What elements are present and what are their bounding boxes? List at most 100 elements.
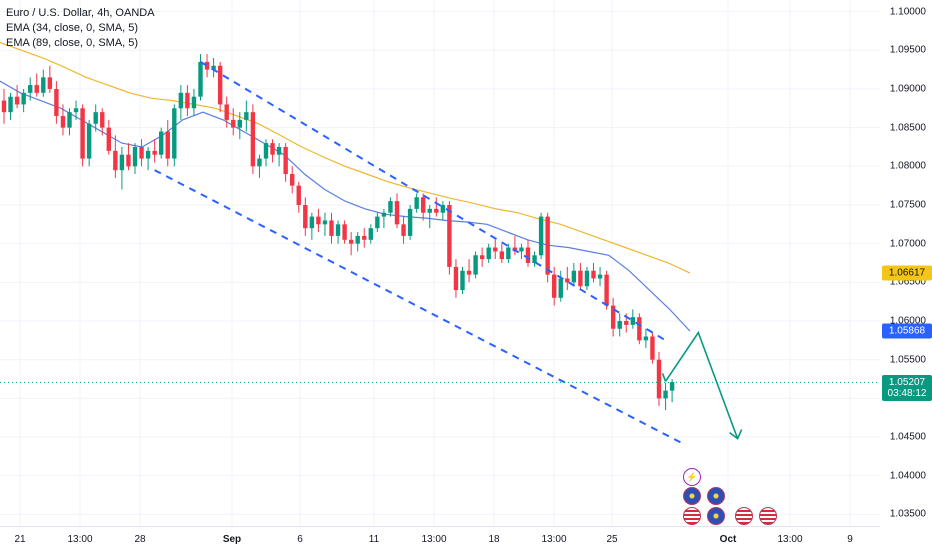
candle-body (486, 247, 491, 260)
candle-body (394, 201, 400, 225)
candle-body (80, 108, 85, 159)
us-flag-icon[interactable] (759, 507, 777, 525)
time-label: 13:00 (421, 534, 447, 545)
candle-body (525, 247, 531, 263)
candle-body (191, 96, 197, 109)
price-axis[interactable]: 1.10000 1.09500 1.09000 1.08500 1.08000 1.075… (880, 0, 932, 526)
candle-body (643, 336, 649, 341)
candle-body (591, 270, 596, 279)
eu-flag-icon[interactable] (707, 487, 725, 505)
price-label: 1.03500 (889, 508, 926, 520)
last-price-tag-value: 1.05207 (888, 377, 926, 389)
time-label: Sep (222, 534, 242, 545)
candle-body (93, 112, 98, 124)
candle-body (650, 336, 655, 360)
candle-body (427, 208, 432, 213)
candle-body (86, 123, 92, 159)
us-flag-icon[interactable] (683, 507, 701, 525)
candle-body (440, 204, 446, 213)
candle-body (178, 92, 184, 109)
candle-body (473, 255, 478, 275)
candle-body (159, 131, 164, 155)
candle-body (368, 228, 373, 240)
candle-body (211, 65, 216, 70)
candle-body (47, 77, 53, 89)
price-label: 1.09500 (889, 44, 926, 56)
candle-body (73, 108, 79, 113)
chart-legend: Euro / U.S. Dollar, 4h, OANDA EMA (34, c… (6, 6, 155, 51)
price-chart[interactable] (0, 0, 880, 526)
channel-lower-line (154, 169, 686, 446)
candle-body (493, 247, 498, 252)
candle-body (552, 274, 557, 298)
candle-body (545, 216, 550, 275)
candle-body (172, 108, 177, 159)
ema34-price-tag-value: 1.05868 (888, 325, 926, 337)
candle-body (14, 96, 20, 105)
candle-body (532, 255, 537, 263)
candle-body (204, 61, 210, 70)
candle-body (244, 112, 249, 120)
candle-body (1, 100, 7, 113)
ema34-legend[interactable]: EMA (34, close, 0, SMA, 5) (6, 22, 139, 34)
price-label: 1.08000 (889, 160, 926, 172)
candle-body (348, 239, 354, 244)
price-label: 1.05500 (889, 354, 926, 366)
candle-body (407, 208, 413, 236)
candle-body (224, 104, 229, 120)
candle-body (335, 224, 341, 236)
price-label: 1.09000 (889, 83, 926, 95)
candle-body (67, 112, 72, 128)
candle-body (283, 146, 288, 175)
time-axis[interactable]: 21 13:00 28 Sep 6 11 13:00 18 13:00 25 Oct 13:00 9 (0, 526, 880, 551)
candle-body (401, 224, 406, 236)
chart-area[interactable] (0, 0, 880, 526)
candle-body (499, 251, 504, 260)
flash-event-icon[interactable]: ⚡ (683, 468, 701, 486)
candle-body (414, 197, 419, 209)
us-flag-icon[interactable] (735, 507, 753, 525)
candle-body (610, 305, 616, 329)
candle-body (165, 131, 170, 159)
candle-body (276, 146, 282, 155)
price-label: 1.10000 (889, 6, 926, 18)
candle-body (152, 150, 157, 155)
candle-body (106, 127, 111, 151)
candle-body (145, 150, 151, 159)
candle-body (54, 88, 59, 117)
candle-body (558, 278, 563, 298)
price-label: 1.07500 (889, 199, 926, 211)
eu-flag-icon[interactable] (707, 507, 725, 525)
symbol-title[interactable]: Euro / U.S. Dollar, 4h, OANDA (6, 7, 155, 19)
candle-body (447, 204, 452, 267)
channel-upper-line (199, 61, 667, 342)
candle-body (453, 266, 459, 291)
ema89-legend[interactable]: EMA (89, close, 0, SMA, 5) (6, 37, 139, 49)
candle-body (519, 247, 524, 252)
time-label: 25 (606, 534, 618, 545)
ema34-price-tag: 1.05868 (882, 323, 932, 339)
candle-body (139, 146, 144, 159)
projection-path (664, 330, 739, 439)
candle-body (119, 154, 125, 171)
time-label: 21 (14, 534, 26, 545)
candle-body (28, 85, 33, 93)
candle-body (506, 247, 511, 260)
time-label: 18 (488, 534, 500, 545)
ema89-price-tag-value: 1.06617 (888, 267, 926, 279)
ema89-line (0, 41, 691, 274)
candle-body (217, 65, 223, 105)
candle-body (466, 270, 472, 275)
candle-body (126, 154, 131, 167)
candle-body (41, 77, 46, 93)
candle-body (355, 235, 360, 244)
candle-body (309, 216, 315, 229)
candle-body (237, 119, 242, 128)
eu-flag-icon[interactable] (683, 487, 701, 505)
candle-body (565, 278, 570, 283)
candle-body (8, 96, 13, 113)
price-label: 1.07000 (889, 238, 926, 250)
candle-body (316, 216, 321, 225)
candle-body (303, 204, 308, 229)
projection-start-tick (661, 373, 667, 382)
